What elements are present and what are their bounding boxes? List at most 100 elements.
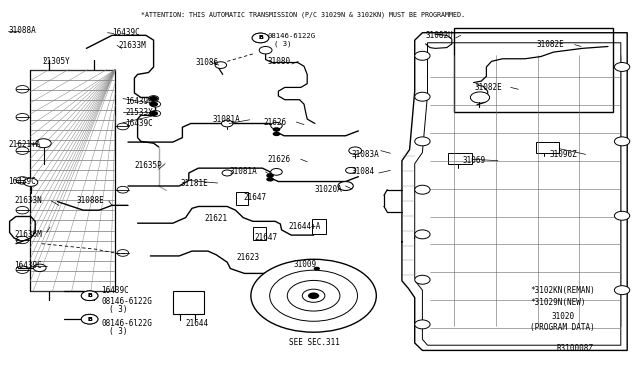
Circle shape [338,182,353,190]
Text: 21626: 21626 [264,118,287,126]
Text: 16439C: 16439C [125,97,153,106]
Text: 21621+A: 21621+A [8,140,41,149]
Text: 31069: 31069 [462,156,485,165]
Text: *ATTENTION: THIS AUTOMATIC TRANSMISSION (P/C 31029N & 3102KN) MUST BE PROGRAMMED: *ATTENTION: THIS AUTOMATIC TRANSMISSION … [141,12,465,18]
Text: 21626: 21626 [268,155,291,164]
Circle shape [16,147,29,154]
Circle shape [252,33,269,43]
Text: B: B [87,293,92,298]
Text: 21644: 21644 [186,319,209,328]
Bar [30,70,115,291]
Text: 31086: 31086 [195,58,218,67]
Circle shape [16,236,29,244]
Circle shape [149,102,158,107]
Circle shape [273,127,280,132]
Circle shape [266,173,274,178]
Circle shape [150,101,161,107]
Circle shape [251,259,376,332]
Text: 21636M: 21636M [14,230,42,239]
Text: 16439C: 16439C [112,28,140,37]
Text: 21533X: 21533X [125,108,153,117]
Circle shape [415,320,430,329]
Text: 31083A: 31083A [352,150,380,159]
Text: SEE SEC.311: SEE SEC.311 [289,339,340,347]
Text: 21647: 21647 [255,233,278,242]
Circle shape [33,264,46,272]
Text: 21647: 21647 [243,193,266,202]
Text: ( 3): ( 3) [109,327,127,336]
Bar [454,28,613,112]
Text: B: B [258,35,263,41]
Circle shape [309,264,324,273]
Text: 08146-6122G: 08146-6122G [268,33,316,39]
Bar [173,291,204,314]
Circle shape [415,92,430,101]
Circle shape [287,280,340,311]
Text: 31020: 31020 [552,312,575,321]
Circle shape [302,289,325,302]
Circle shape [24,178,38,186]
Text: 31096Z: 31096Z [549,150,577,159]
Circle shape [346,167,356,173]
Circle shape [117,123,129,130]
Text: 21305Y: 21305Y [43,57,70,66]
Circle shape [81,314,98,324]
Text: B: B [87,293,92,298]
Text: R310008Z: R310008Z [557,344,594,353]
Circle shape [81,314,98,324]
Bar [448,153,472,164]
Bar [312,219,326,234]
Text: B: B [87,317,92,322]
Circle shape [81,291,98,301]
Text: 16439C: 16439C [8,177,36,186]
Circle shape [314,267,320,270]
Bar [236,192,248,205]
Circle shape [149,96,158,101]
Circle shape [117,250,129,256]
Circle shape [266,177,274,182]
Text: 31081A: 31081A [229,167,257,176]
Circle shape [16,266,29,273]
Text: 31088E: 31088E [77,196,104,205]
Text: 31088A: 31088A [8,26,36,35]
Circle shape [16,113,29,121]
Circle shape [36,139,51,148]
Circle shape [415,137,430,146]
Circle shape [271,122,282,129]
Circle shape [81,291,98,301]
Text: *3102KN(REMAN): *3102KN(REMAN) [530,286,595,295]
Circle shape [415,275,430,284]
Bar [536,142,559,153]
Circle shape [271,169,282,175]
Text: 16439C: 16439C [125,119,153,128]
Circle shape [150,110,161,116]
Circle shape [415,185,430,194]
Text: 08146-6122G: 08146-6122G [101,297,152,306]
Text: 21633M: 21633M [118,41,146,50]
Text: 31181E: 31181E [180,179,208,187]
Text: 31020A: 31020A [315,185,342,194]
Circle shape [149,111,158,116]
Circle shape [259,46,272,54]
Text: 21633N: 21633N [14,196,42,205]
Text: 31084: 31084 [352,167,375,176]
Text: 16439C: 16439C [101,286,129,295]
Circle shape [16,206,29,214]
Circle shape [16,177,29,184]
Circle shape [470,92,490,103]
Circle shape [273,132,280,136]
Bar [253,227,266,240]
Text: B: B [87,317,92,322]
Circle shape [415,230,430,239]
Circle shape [614,286,630,295]
Text: 31082E: 31082E [475,83,502,92]
Circle shape [148,96,159,102]
Text: *31029N(NEW): *31029N(NEW) [530,298,586,307]
Text: ( 3): ( 3) [274,41,291,47]
Text: 31081A: 31081A [212,115,240,124]
Text: 21621: 21621 [205,214,228,223]
Circle shape [269,270,358,321]
Text: (PROGRAM DATA): (PROGRAM DATA) [530,323,595,332]
Circle shape [614,62,630,71]
Circle shape [16,86,29,93]
